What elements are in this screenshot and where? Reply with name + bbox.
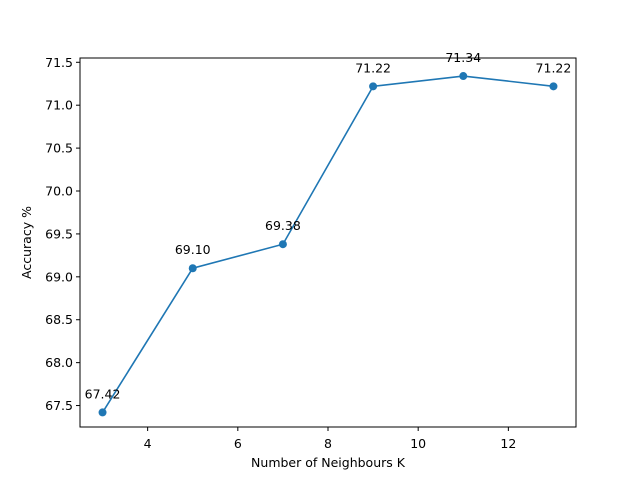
data-point (98, 408, 107, 417)
y-tick-label: 68.5 (45, 312, 73, 327)
x-tick-label: 12 (500, 436, 516, 451)
x-tick-label: 10 (410, 436, 426, 451)
y-tick-label: 71.0 (45, 98, 73, 113)
series-line (101, 75, 554, 413)
x-tick-label: 4 (144, 436, 152, 451)
y-tick-label: 69.0 (45, 269, 73, 284)
x-axis-label: Number of Neighbours K (251, 455, 406, 470)
y-tick-label: 67.5 (45, 398, 73, 413)
data-point (549, 82, 558, 91)
series-layer (98, 72, 558, 417)
plot-area (80, 58, 576, 427)
data-label: 67.42 (85, 386, 121, 401)
y-tick-label: 68.0 (45, 355, 73, 370)
data-point (278, 240, 287, 249)
data-point (369, 82, 378, 91)
y-axis-label: Accuracy % (19, 206, 34, 279)
y-tick-label: 70.0 (45, 184, 73, 199)
data-label: 71.22 (355, 60, 391, 75)
y-axis-ticks: 67.5 68.0 68.5 69.0 69.5 70.0 70.5 71.0 71.5 (45, 55, 80, 413)
x-tick-label: 6 (234, 436, 242, 451)
data-point (459, 72, 468, 81)
data-label: 71.22 (536, 60, 572, 75)
data-point (188, 264, 197, 273)
y-tick-label: 70.5 (45, 141, 73, 156)
x-axis-ticks: 4 6 8 10 12 (144, 427, 516, 451)
data-label: 69.38 (265, 218, 301, 233)
y-tick-label: 71.5 (45, 55, 73, 70)
y-tick-label: 69.5 (45, 226, 73, 241)
data-label: 69.10 (175, 242, 211, 257)
x-tick-label: 8 (324, 436, 332, 451)
